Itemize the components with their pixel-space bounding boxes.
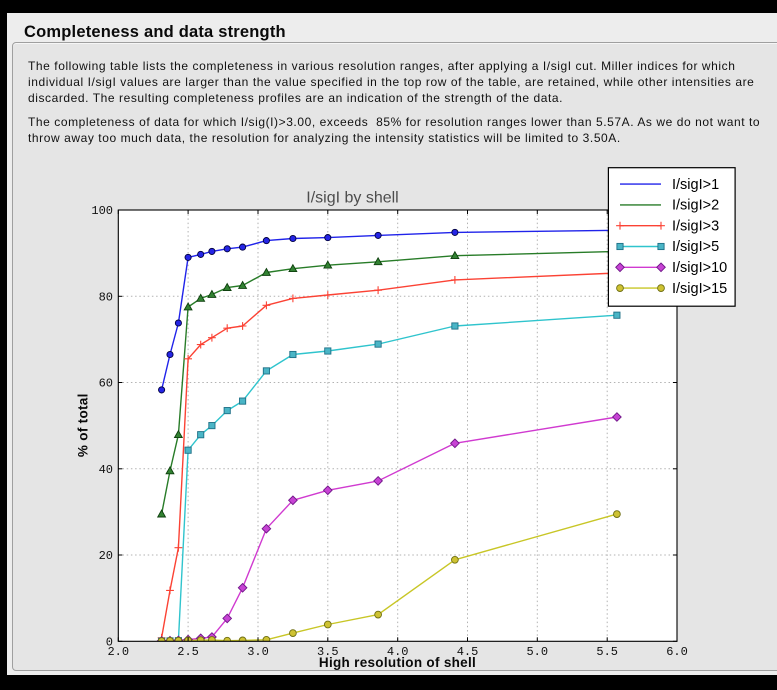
svg-text:2.0: 2.0	[107, 645, 129, 659]
svg-text:% of total: % of total	[76, 393, 91, 457]
svg-text:100: 100	[91, 204, 113, 218]
svg-text:80: 80	[99, 291, 113, 305]
svg-text:4.0: 4.0	[387, 645, 409, 659]
svg-text:2.5: 2.5	[177, 645, 199, 659]
svg-text:40: 40	[99, 463, 113, 477]
svg-text:I/sigI>3: I/sigI>3	[672, 218, 719, 234]
svg-text:3.5: 3.5	[317, 645, 339, 659]
svg-text:I/sigI>1: I/sigI>1	[672, 177, 719, 193]
svg-text:3.0: 3.0	[247, 645, 269, 659]
svg-text:60: 60	[99, 377, 113, 391]
svg-text:5.0: 5.0	[526, 645, 548, 659]
svg-text:4.5: 4.5	[457, 645, 479, 659]
svg-text:20: 20	[99, 549, 113, 563]
svg-text:6.0: 6.0	[666, 645, 688, 659]
svg-text:I/sigI>2: I/sigI>2	[672, 198, 719, 214]
svg-text:5.5: 5.5	[596, 645, 618, 659]
svg-text:I/sigI by shell: I/sigI by shell	[306, 190, 398, 207]
svg-text:I/sigI>10: I/sigI>10	[672, 260, 727, 276]
svg-text:I/sigI>15: I/sigI>15	[672, 281, 727, 297]
svg-text:High resolution of shell: High resolution of shell	[319, 655, 476, 670]
svg-text:0: 0	[106, 636, 113, 650]
svg-text:I/sigI>5: I/sigI>5	[672, 239, 719, 255]
